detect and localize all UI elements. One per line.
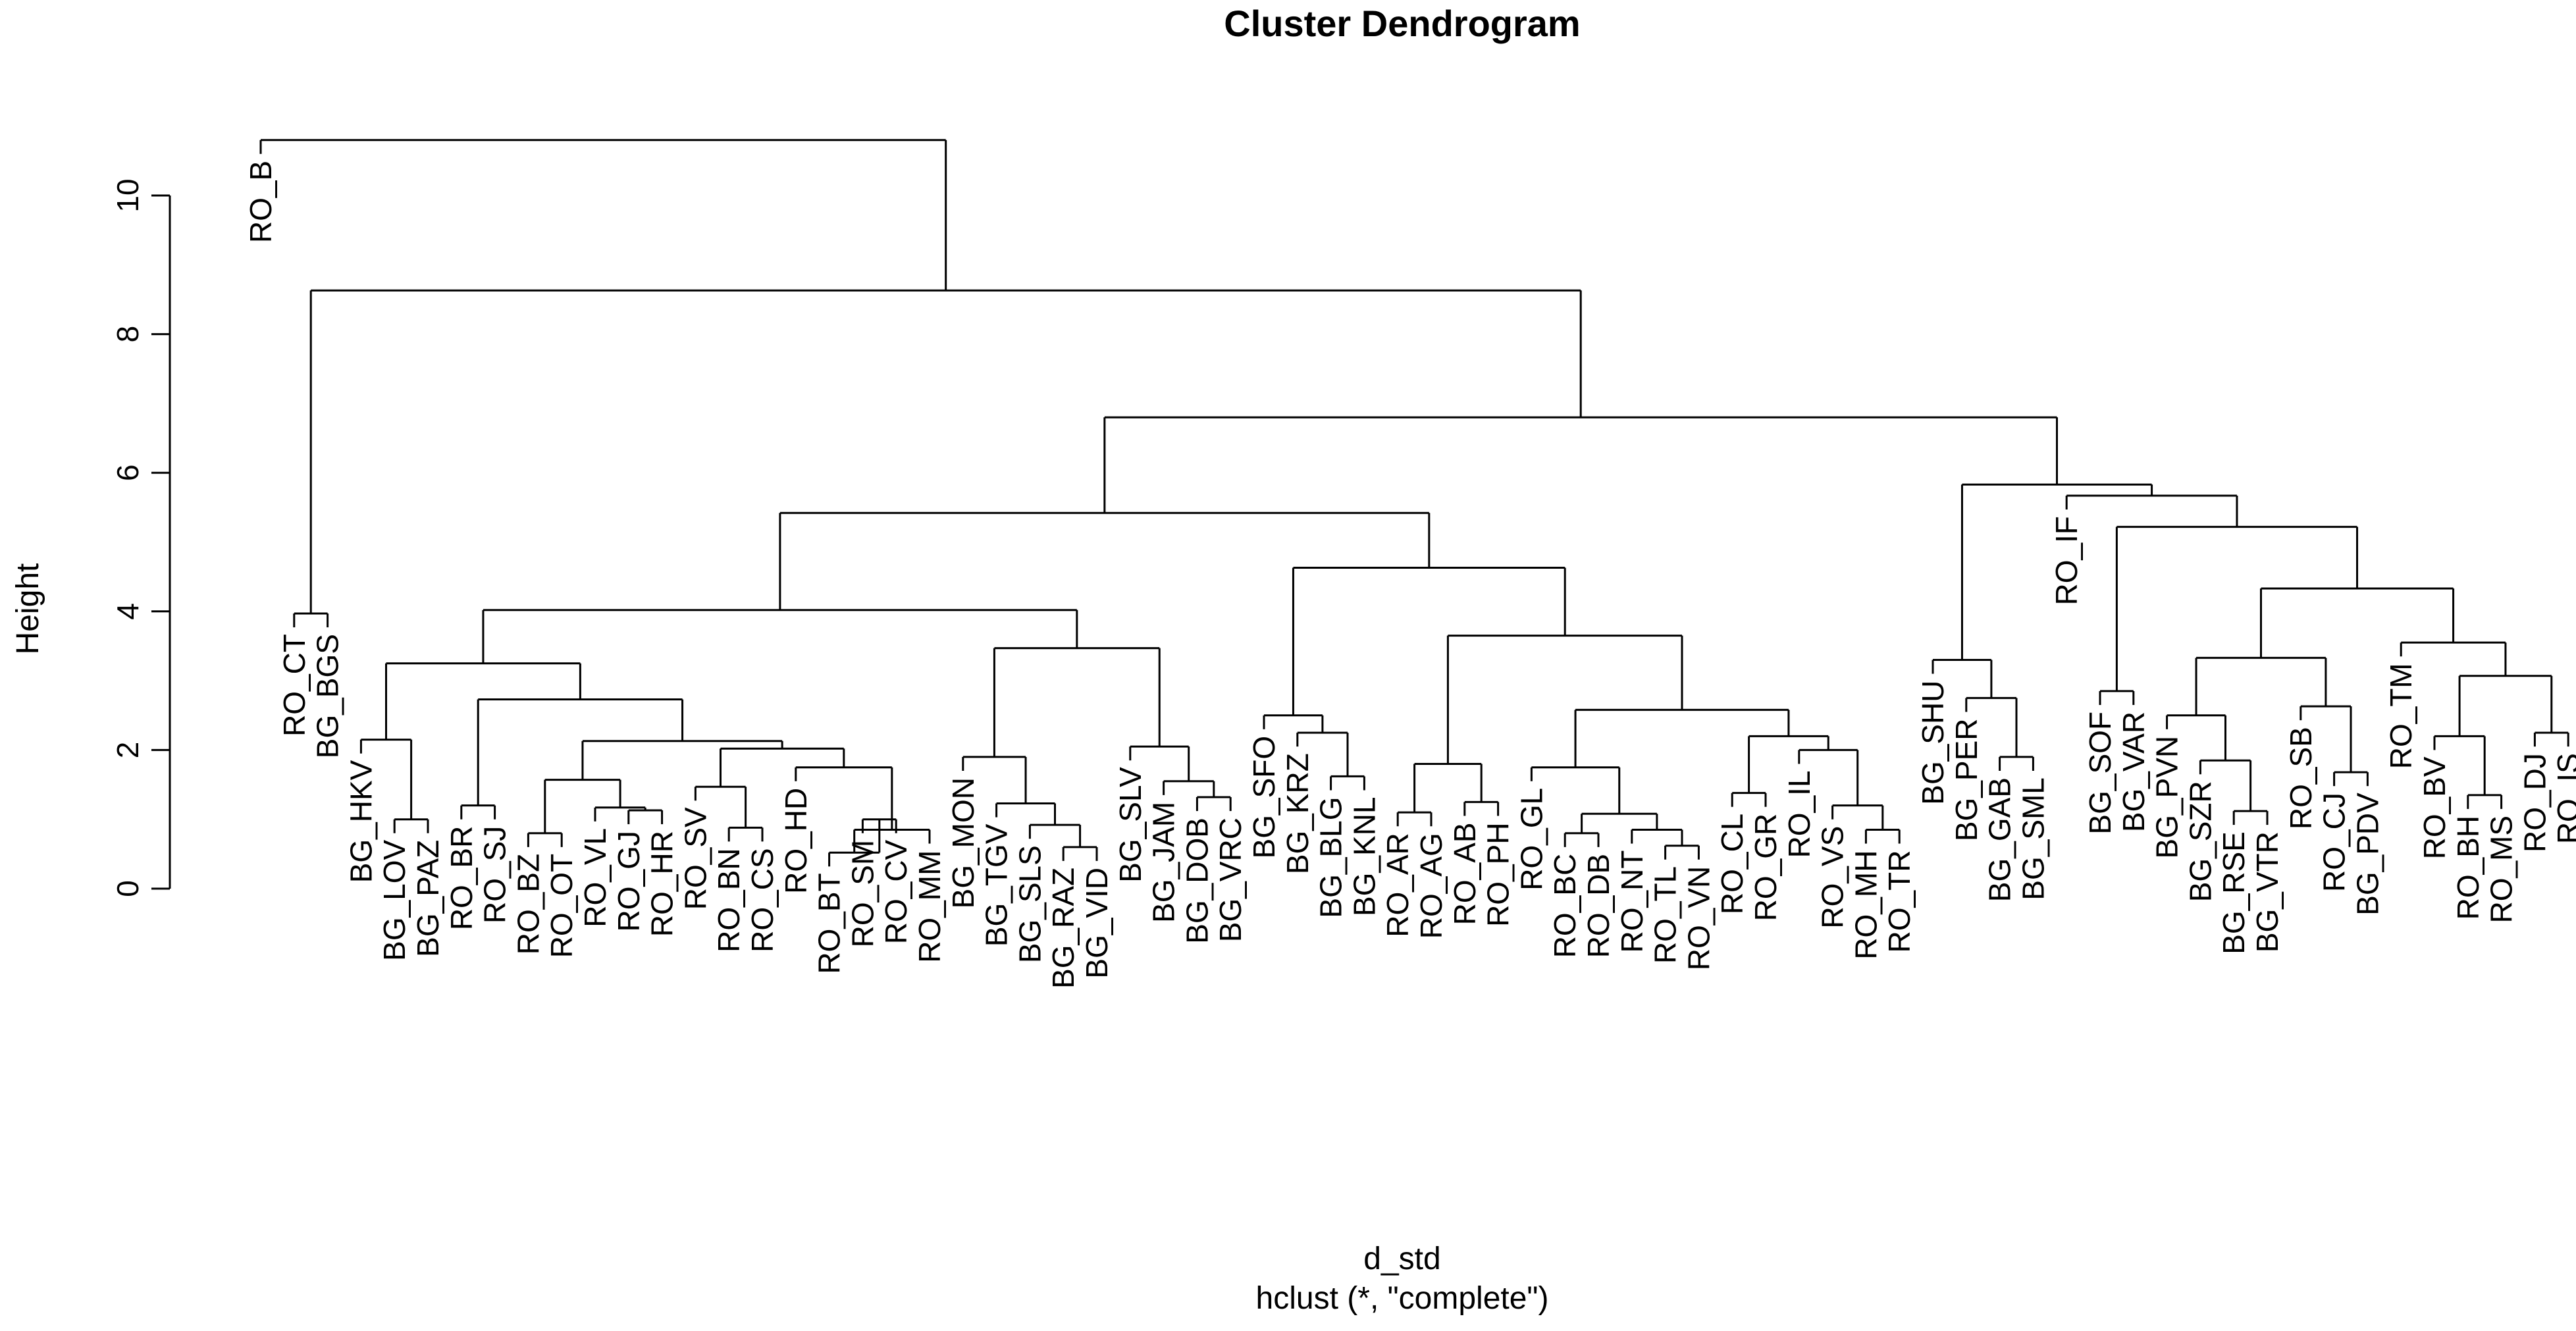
leaf-label: BG_SHU: [1916, 681, 1950, 805]
leaf-label: BG_RAZ: [1046, 868, 1080, 989]
leaf-label: RO_BV: [2417, 756, 2452, 859]
leaf-label: BG_MON: [946, 777, 980, 908]
leaf-label: RO_VL: [578, 828, 612, 927]
leaf-label: BG_RSE: [2217, 831, 2251, 954]
leaf-label: RO_OT: [544, 854, 579, 958]
leaf-labels: RO_BRO_CTBG_BGSBG_HKVBG_LOVBG_PAZRO_BRRO…: [244, 161, 2576, 989]
leaf-label: RO_IS: [2551, 753, 2576, 844]
leaf-label: RO_AG: [1414, 833, 1448, 939]
leaf-label: BG_VAR: [2116, 712, 2151, 832]
dendrogram-branches: [259, 139, 2569, 867]
leaf-label: RO_BZ: [511, 854, 545, 954]
leaf-label: BG_SOF: [2083, 712, 2117, 835]
leaf-label: BG_BGS: [311, 634, 345, 758]
leaf-label: RO_DJ: [2517, 753, 2552, 852]
leaf-label: RO_BC: [1548, 854, 1582, 958]
leaf-label: BG_TGV: [980, 823, 1014, 947]
leaf-label: RO_TM: [2384, 663, 2418, 769]
leaf-label: RO_VN: [1681, 866, 1716, 970]
leaf-label: RO_IL: [1782, 770, 1816, 858]
leaf-label: BG_KRZ: [1280, 753, 1315, 874]
leaf-label: BG_VTR: [2250, 831, 2284, 953]
y-axis: 0 2 4 6 8 10: [111, 178, 171, 897]
leaf-label: RO_CL: [1715, 814, 1749, 914]
y-tick-label: 10: [111, 178, 145, 212]
leaf-label: BG_SML: [2016, 777, 2050, 900]
leaf-label: RO_IF: [2049, 516, 2084, 605]
leaf-label: RO_SM: [845, 840, 880, 948]
leaf-label: RO_CJ: [2317, 793, 2352, 892]
y-tick-label: 8: [111, 326, 145, 343]
leaf-label: RO_B: [244, 161, 278, 243]
leaf-label: RO_BT: [812, 873, 847, 974]
leaf-label: BG_PAZ: [411, 840, 445, 957]
leaf-label: RO_CV: [879, 839, 913, 944]
leaf-label: RO_MM: [912, 850, 947, 963]
leaf-label: RO_SV: [678, 807, 712, 910]
leaf-label: BG_SLV: [1113, 767, 1147, 883]
leaf-label: RO_AR: [1380, 833, 1415, 937]
leaf-label: BG_DOB: [1180, 818, 1214, 944]
leaf-label: RO_CT: [277, 634, 311, 737]
leaf-label: RO_MH: [1849, 850, 1883, 960]
y-tick-label: 4: [111, 603, 145, 620]
leaf-label: RO_GJ: [612, 831, 646, 931]
leaf-label: BG_JAM: [1147, 802, 1181, 923]
leaf-label: RO_PH: [1481, 822, 1515, 926]
leaf-label: RO_BN: [712, 848, 746, 952]
y-tick-label: 0: [111, 880, 145, 897]
leaf-label: RO_VS: [1816, 826, 1850, 929]
leaf-label: RO_CS: [745, 848, 779, 952]
leaf-label: BG_KNL: [1347, 796, 1381, 916]
leaf-label: RO_TR: [1882, 850, 1916, 953]
leaf-label: BG_PDV: [2350, 793, 2384, 916]
leaf-label: RO_AB: [1448, 822, 1482, 925]
leaf-label: RO_TL: [1648, 866, 1683, 964]
leaf-label: RO_BH: [2451, 816, 2485, 920]
leaf-label: BG_PER: [1949, 718, 1984, 841]
leaf-label: RO_MS: [2484, 816, 2519, 924]
y-tick-label: 2: [111, 742, 145, 759]
leaf-label: RO_NT: [1615, 850, 1649, 953]
leaf-label: BG_GAB: [1983, 777, 2017, 902]
y-tick-label: 6: [111, 464, 145, 481]
leaf-label: BG_VRC: [1213, 818, 1248, 942]
leaf-label: RO_HR: [645, 831, 679, 937]
leaf-label: RO_GL: [1514, 788, 1548, 891]
leaf-label: BG_SFO: [1247, 736, 1281, 859]
leaf-label: BG_BLG: [1314, 796, 1348, 918]
leaf-label: RO_GR: [1748, 814, 1783, 922]
chart-title: Cluster Dendrogram: [1224, 3, 1580, 44]
x-axis-label: d_std: [1363, 1241, 1440, 1276]
leaf-label: BG_SZR: [2183, 781, 2217, 902]
leaf-label: BG_HKV: [344, 760, 378, 883]
leaf-label: BG_PVN: [2150, 736, 2184, 859]
x-axis-subtitle: hclust (*, "complete"): [1256, 1281, 1549, 1316]
leaf-label: BG_VID: [1080, 868, 1114, 979]
leaf-label: RO_SB: [2284, 727, 2318, 829]
leaf-label: BG_SLS: [1012, 845, 1047, 963]
leaf-label: RO_BR: [444, 826, 479, 930]
leaf-label: RO_DB: [1581, 854, 1616, 958]
leaf-label: RO_SJ: [478, 826, 512, 924]
leaf-label: BG_LOV: [377, 839, 411, 960]
y-axis-label: Height: [11, 563, 45, 655]
leaf-label: RO_HD: [779, 788, 813, 894]
